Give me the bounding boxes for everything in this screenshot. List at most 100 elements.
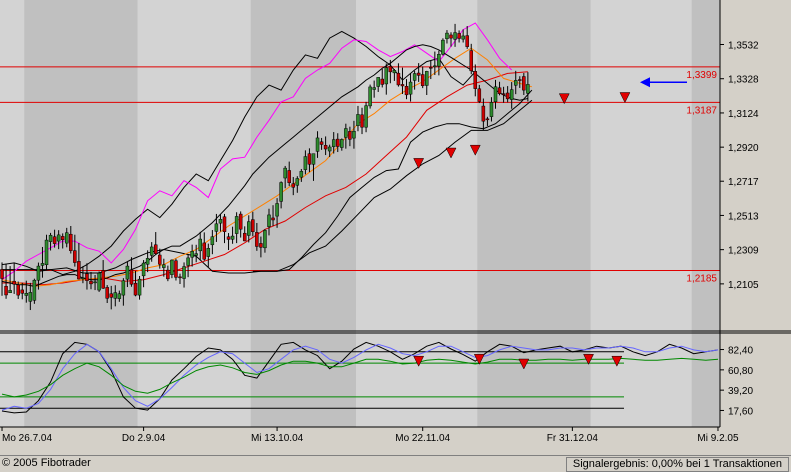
candle-body-77 (311, 153, 316, 165)
axis-labels: 1,3399 1,3187 1,2185 1,2105 1,2309 1,2513 1,27… (2, 41, 759, 444)
candle-body-39 (158, 254, 162, 265)
candle-body-81 (327, 146, 332, 152)
candle-body-117 (473, 71, 478, 89)
candle-body-28 (113, 292, 118, 299)
candle-body-85 (344, 128, 348, 138)
candle-body-60 (242, 232, 247, 242)
candle-body-56 (226, 236, 231, 240)
chart-svg: 1,3399 1,3187 1,2185 1,2105 1,2309 1,2513 1,27… (0, 0, 791, 444)
level-label-1: 1,3187 (686, 105, 717, 116)
candle-body-29 (117, 293, 122, 299)
y-tick-label-0: 1,2105 (728, 280, 759, 291)
candle-body-130 (526, 84, 530, 94)
osc-y-tick-label-1: 39,20 (728, 386, 753, 397)
candle-body-30 (121, 280, 126, 296)
candle-body-2 (8, 290, 12, 294)
candle-body-55 (222, 216, 227, 232)
candle-body-16 (64, 232, 69, 244)
candle-body-62 (251, 219, 255, 232)
candle-body-126 (509, 89, 514, 100)
candle-body-19 (77, 261, 81, 280)
x-tick-label-0: Mo 26.7.04 (2, 433, 52, 444)
osc-signal-marker-0 (413, 355, 425, 367)
y-tick-label-6: 1,3328 (728, 75, 759, 86)
candle-body-18 (73, 250, 77, 263)
candle-body-34 (137, 278, 142, 296)
main-signal-marker-3 (558, 93, 570, 105)
candle-body-43 (174, 260, 178, 278)
candle-body-45 (182, 266, 186, 279)
candle-body-75 (303, 156, 308, 170)
candle-body-23 (93, 281, 97, 284)
main-signal-marker-4 (619, 92, 631, 104)
blue-arrow-head (640, 77, 650, 88)
candle-body-69 (279, 182, 283, 202)
candle-body-129 (522, 76, 526, 91)
candle-body-102 (412, 73, 417, 81)
candle-body-87 (352, 130, 356, 139)
candle-body-95 (384, 67, 389, 85)
candle-body-106 (429, 67, 433, 69)
x-tick-label-2: Mi 13.10.04 (251, 433, 304, 444)
candle-body-33 (133, 282, 138, 296)
candle-body-63 (255, 232, 259, 247)
candle-body-122 (493, 86, 498, 102)
candle-body-15 (60, 236, 65, 241)
candle-body-13 (52, 236, 57, 244)
horizontal-levels (0, 66, 720, 409)
copyright-text: © 2005 Fibotrader (2, 457, 91, 469)
candle-body-65 (263, 230, 267, 249)
main-signal-marker-2 (469, 144, 481, 156)
candle-body-54 (218, 219, 223, 224)
candle-body-123 (497, 87, 502, 94)
y-tick-label-4: 1,2920 (728, 143, 759, 154)
candle-body-22 (89, 280, 93, 285)
osc-signal-marker-3 (583, 354, 594, 365)
candle-body-14 (56, 234, 61, 242)
candle-body-0 (0, 269, 4, 279)
candle-body-58 (234, 216, 239, 234)
candle-body-84 (340, 139, 344, 148)
candle-body-49 (198, 238, 202, 252)
candle-body-80 (323, 145, 328, 150)
osc-y-tick-label-0: 17,60 (728, 406, 753, 417)
candle-body-97 (392, 70, 397, 74)
candle-body-64 (259, 243, 263, 248)
candle-body-112 (453, 32, 457, 40)
candle-body-128 (518, 79, 522, 81)
candlesticks (0, 23, 530, 311)
candle-body-96 (388, 66, 393, 73)
candle-body-93 (376, 77, 380, 87)
candle-body-26 (105, 287, 109, 299)
candle-body-79 (319, 141, 324, 145)
candle-body-76 (307, 153, 312, 165)
channel-line-upper (1, 30, 476, 276)
candle-body-41 (166, 269, 170, 280)
candle-body-51 (206, 248, 211, 257)
candle-body-100 (404, 86, 409, 96)
candle-body-68 (275, 203, 279, 217)
candle-body-59 (238, 213, 243, 230)
candle-body-72 (291, 183, 296, 188)
candle-body-4 (16, 284, 20, 296)
candle-body-48 (194, 253, 198, 256)
candle-body-121 (489, 102, 494, 117)
x-tick-label-4: Fr 31.12.04 (547, 433, 599, 444)
candle-body-31 (125, 265, 130, 280)
y-tick-label-7: 1,3532 (728, 41, 759, 52)
x-tick-label-5: Mi 9.2.05 (697, 433, 739, 444)
candle-body-89 (360, 114, 364, 128)
osc-y-tick-label-2: 60,80 (728, 366, 753, 377)
time-band-2 (355, 0, 478, 427)
main-signal-marker-0 (413, 158, 425, 169)
osc-y-tick-label-3: 82,40 (728, 346, 753, 357)
candle-body-20 (81, 277, 85, 280)
candle-body-21 (85, 273, 89, 281)
time-band-3 (590, 0, 692, 427)
candle-body-114 (461, 35, 465, 40)
candle-body-110 (445, 32, 449, 40)
candle-body-99 (400, 84, 405, 87)
candle-body-46 (186, 257, 190, 266)
candle-body-6 (24, 293, 29, 296)
